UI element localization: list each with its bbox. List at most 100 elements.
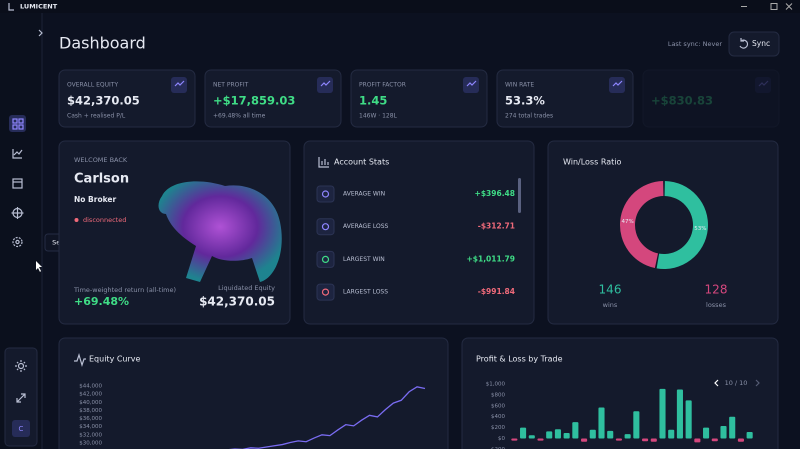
pnl-bar [598, 407, 605, 439]
nav-settings[interactable] [12, 236, 23, 248]
stat-icon-bg [316, 185, 335, 203]
kpi-label: PROFIT FACTOR [359, 82, 406, 89]
theme-toggle[interactable] [15, 360, 27, 372]
win-loss-card [547, 140, 779, 325]
stat-value: -$991.84 [478, 287, 515, 296]
expand-toggle[interactable] [38, 29, 43, 37]
donut-slice [620, 181, 664, 269]
account-stats-card [303, 140, 535, 325]
stat-icon [321, 288, 330, 296]
stats-title: Account Stats [334, 158, 389, 167]
stat-icon-bg [316, 218, 335, 236]
y-tick-label: $42,000 [79, 392, 102, 398]
nav-dashboard[interactable] [12, 118, 24, 130]
stat-icon-bg [316, 283, 335, 301]
nav-calendar[interactable] [12, 178, 23, 189]
pnl-bar [737, 438, 744, 442]
kpi-sub: 146W · 128L [359, 113, 398, 120]
pnl-bar [650, 438, 657, 442]
welcome-greeting: WELCOME BACK [74, 156, 128, 164]
pnl-bar [589, 429, 596, 439]
stat-icon [321, 255, 330, 263]
stat-icon-bg [316, 250, 335, 268]
y-tick-label: $38,000 [79, 408, 102, 414]
kpi-card: OVERALL EQUITY $42,370.05 Cash + realised … [58, 69, 196, 128]
pnl-bar [729, 416, 736, 439]
kpi-card: WIN RATE 53.3% 274 total trades [496, 69, 634, 128]
kpi-card-bg [58, 69, 196, 128]
y-tick-label: $40,000 [79, 400, 102, 406]
pnl-bar [676, 389, 683, 439]
pagination: 10 / 10 [725, 379, 748, 387]
pnl-bar [554, 429, 561, 439]
donut-label: 47% [622, 219, 634, 225]
welcome-name: Carlson [74, 172, 129, 187]
maximize[interactable] [770, 3, 778, 10]
app-name: LUMICENT [20, 3, 58, 11]
equity-curve-card [58, 337, 449, 449]
kpi-value: +$830.83 [651, 94, 713, 108]
pnl-bar [642, 438, 649, 442]
kpi-label: WIN RATE [505, 82, 534, 89]
pnl-card [461, 337, 779, 449]
sync-label: Sync [752, 39, 770, 48]
stat-icon [321, 223, 330, 231]
kpi-icon-bg [171, 77, 187, 93]
stat-label: AVERAGE WIN [343, 191, 385, 198]
kpi-sub: 274 total trades [505, 113, 553, 120]
kpi-value: $42,370.05 [67, 94, 140, 108]
kpi-label: OVERALL EQUITY [67, 82, 118, 89]
stat-label: AVERAGE LOSS [343, 223, 389, 230]
losses-count: 128 [705, 283, 728, 297]
kpi-icon [466, 80, 477, 87]
pnl-bar [563, 433, 570, 439]
kpi-card-bg [350, 69, 488, 128]
y-tick-label: $400 [491, 414, 505, 420]
page-next[interactable] [755, 379, 760, 387]
last-sync: Last sync: Never [668, 40, 722, 48]
losses-label: losses [706, 301, 727, 309]
equity-label: Liquidated Equity [218, 284, 275, 292]
y-tick-label: $44,000 [79, 384, 102, 390]
equity-icon [74, 353, 86, 367]
y-tick-label: $200 [491, 425, 505, 431]
page-prev[interactable] [714, 379, 719, 387]
kpi-icon [174, 80, 185, 87]
sync-icon [739, 38, 749, 49]
pnl-bar [546, 431, 553, 439]
y-tick-label: $36,000 [79, 416, 102, 422]
y-tick-label: $30,000 [79, 440, 102, 446]
close[interactable] [785, 3, 793, 10]
broker: No Broker [74, 195, 116, 204]
stat-value: -$312.71 [478, 222, 515, 231]
kpi-sub: +69.48% all time [213, 113, 266, 120]
kpi-card: NET PROFIT +$17,859.03 +69.48% all time [204, 69, 342, 128]
donut-slice [656, 181, 709, 269]
equity-line [228, 386, 426, 449]
title-bar [0, 0, 800, 13]
pnl-bar [520, 427, 527, 439]
stats-icon [318, 157, 329, 168]
nav-target[interactable] [11, 207, 24, 219]
avatar[interactable] [12, 420, 30, 437]
y-tick-label: -$200 [489, 447, 505, 449]
stat-value: +$396.48 [475, 189, 515, 198]
nav-analytics[interactable] [12, 149, 23, 159]
wins-label: wins [603, 301, 618, 309]
kpi-label: NET PROFIT [213, 82, 249, 89]
pnl-bar [633, 411, 640, 439]
pnl-bar [711, 438, 718, 442]
avatar-initial: C [19, 425, 24, 433]
y-tick-label: $1,000 [486, 382, 506, 388]
fullscreen[interactable] [16, 393, 26, 403]
scrollbar[interactable] [518, 178, 521, 213]
pnl-bar [528, 435, 535, 439]
kpi-card-bg [204, 69, 342, 128]
kpi-icon-bg [317, 77, 333, 93]
bull-illustration [158, 181, 282, 282]
pnl-bar [703, 427, 710, 439]
kpi-sub: Cash + realised P/L [67, 113, 126, 120]
return-value: +69.48% [74, 295, 129, 308]
return-label: Time-weighted return (all-time) [73, 286, 176, 294]
